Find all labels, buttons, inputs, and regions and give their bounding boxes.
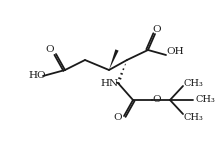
Text: O: O: [153, 26, 161, 35]
Text: O: O: [114, 114, 122, 123]
Text: HO: HO: [28, 71, 46, 81]
Text: O: O: [46, 46, 54, 55]
Text: CH₃: CH₃: [183, 113, 203, 122]
Text: HN: HN: [101, 79, 119, 88]
Text: CH₃: CH₃: [183, 79, 203, 88]
Text: OH: OH: [166, 48, 184, 57]
Text: CH₃: CH₃: [195, 95, 215, 104]
Polygon shape: [109, 49, 119, 70]
Text: O: O: [153, 95, 161, 104]
